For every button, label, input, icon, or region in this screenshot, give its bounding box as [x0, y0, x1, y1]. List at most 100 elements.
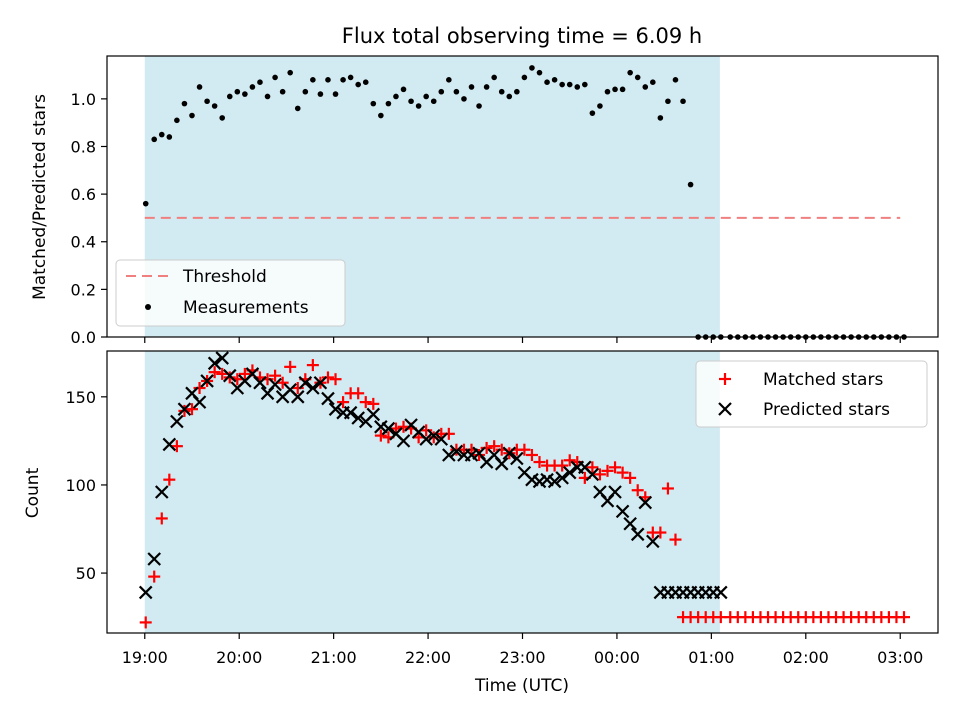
measurement-point	[483, 84, 490, 90]
matched-star-point	[669, 533, 682, 546]
measurement-point	[317, 91, 324, 97]
predicted-star-point	[154, 485, 169, 499]
measurement-point	[264, 93, 271, 100]
legend-measurements-swatch	[145, 304, 151, 310]
matched-star-point	[223, 371, 236, 384]
predicted-star-point	[442, 448, 456, 462]
xtick-label: 00:00	[594, 648, 640, 667]
measurement-point	[249, 84, 256, 90]
matched-star-point	[306, 359, 319, 372]
measurement-point	[430, 98, 437, 105]
matched-star-point	[155, 512, 168, 525]
measurement-point	[393, 93, 399, 100]
predicted-star-point	[147, 552, 161, 566]
measurement-point	[476, 103, 482, 109]
xtick-label: 22:00	[405, 648, 451, 667]
measurement-point	[310, 77, 316, 83]
predicted-star-point	[630, 527, 645, 542]
measurement-point	[181, 100, 188, 107]
matched-star-point	[631, 484, 644, 497]
matched-star-point	[420, 424, 433, 437]
matched-star-point	[601, 464, 614, 477]
predicted-star-point	[222, 368, 237, 383]
predicted-star-point	[138, 585, 153, 600]
measurement-point	[196, 84, 203, 90]
matched-star-point	[480, 441, 493, 454]
matched-star-point	[163, 473, 176, 486]
measurement-point	[536, 69, 543, 76]
matched-star-point	[193, 382, 206, 395]
matched-star-point	[616, 466, 629, 479]
measurement-point	[204, 98, 210, 105]
legend-matched-label: Matched stars	[763, 370, 883, 390]
legend-predicted-swatch	[718, 402, 732, 416]
xtick-label: 20:00	[216, 648, 262, 667]
measurement-point	[219, 115, 226, 121]
measurement-point	[257, 79, 263, 85]
measurement-point	[370, 100, 377, 107]
matched-star-point	[427, 431, 440, 444]
matched-star-point	[661, 482, 674, 495]
bottom-legend: Matched stars Predicted stars	[695, 360, 928, 428]
measurement-point	[362, 79, 369, 85]
matched-star-point	[488, 440, 501, 453]
top-y-axis-label: Matched/Predicted stars	[30, 94, 50, 300]
top-panel-ratio: 0.0 0.2 0.4 0.6 0.8 1.0 Matched/Predicted sta…	[30, 55, 939, 347]
matched-star-point	[329, 373, 342, 386]
legend-measurements-label: Measurements	[183, 298, 309, 318]
measurement-point	[355, 81, 361, 88]
predicted-star-point	[714, 585, 728, 600]
predicted-star-point	[585, 467, 600, 482]
measurement-point	[657, 115, 664, 121]
x-axis-label: Time (UTC)	[474, 676, 569, 696]
measurement-point	[378, 112, 384, 119]
predicted-star-point	[207, 356, 222, 371]
matched-star-point	[609, 461, 622, 474]
predicted-star-point	[449, 444, 464, 459]
matched-star-point	[593, 468, 606, 481]
matched-star-point	[442, 427, 455, 440]
measurement-point	[302, 88, 309, 95]
measurement-point	[446, 77, 452, 83]
matched-star-point	[397, 420, 410, 433]
matched-star-point	[139, 616, 152, 629]
predicted-star-point	[396, 434, 411, 448]
measurement-point	[566, 81, 573, 88]
measurement-point	[408, 98, 414, 105]
predicted-star-point	[253, 375, 267, 390]
matched-star-point	[563, 454, 576, 467]
legend-threshold-label: Threshold	[182, 267, 267, 287]
measurement-point	[279, 88, 286, 95]
top-legend: Threshold Measurements	[115, 259, 346, 327]
matched-star-point	[624, 471, 637, 484]
bottom-panel-count: 50 100 150 19:00 20:00 21:00 22:00 23:00 00:00 0…	[23, 350, 939, 696]
matched-star-point	[170, 440, 183, 453]
measurement-point	[347, 74, 354, 81]
measurement-point	[287, 69, 293, 76]
xtick-label: 01:00	[688, 648, 734, 667]
matched-star-point	[178, 404, 191, 417]
predicted-star-point	[381, 421, 396, 436]
bottom-y-axis-label: Count	[23, 467, 43, 518]
predicted-star-point	[510, 451, 524, 466]
measurement-point	[665, 98, 671, 105]
matched-star-point	[556, 459, 569, 472]
predicted-star-point	[306, 381, 320, 395]
predicted-star-point	[298, 375, 313, 390]
measurement-point	[325, 77, 331, 83]
predicted-star-point	[343, 405, 358, 420]
measurement-point	[498, 88, 505, 95]
measurement-point	[529, 65, 535, 71]
measurement-point	[211, 103, 218, 109]
measurement-point	[604, 88, 611, 95]
matched-star-point	[473, 448, 486, 461]
predicted-star-point	[313, 375, 328, 390]
predicted-star-point	[562, 465, 577, 480]
measurement-point	[582, 81, 588, 88]
measurement-point	[672, 77, 679, 83]
matched-star-point	[654, 526, 667, 539]
matched-star-point	[352, 387, 365, 400]
predicted-star-point	[555, 471, 569, 485]
matched-star-point	[898, 611, 911, 624]
